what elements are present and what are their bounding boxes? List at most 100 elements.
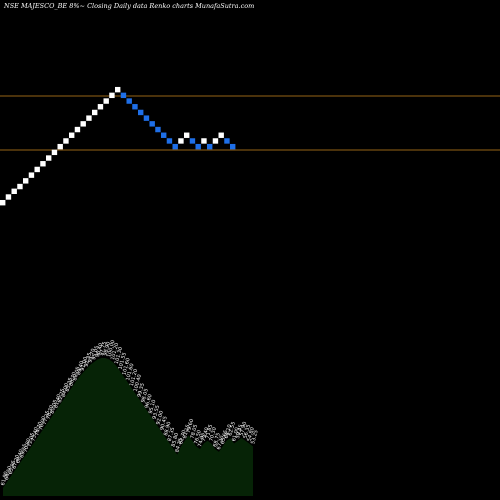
volume-label: 53.25 <box>250 429 260 444</box>
volume-label: 74.95 <box>197 432 207 447</box>
volume-label: 85.80 <box>171 432 181 447</box>
volume-label: 67.20 <box>11 454 21 469</box>
renko-brick <box>97 104 104 110</box>
volume-label: 92.35 <box>83 352 93 367</box>
volume-label: 95.05 <box>91 345 101 360</box>
volume-label: 65.95 <box>8 460 18 475</box>
volume-label: 93.55 <box>152 405 162 420</box>
renko-brick <box>51 149 58 156</box>
volume-label: 101.20 <box>110 342 120 360</box>
volume-label: 82.70 <box>178 429 188 444</box>
volume-label: 70.80 <box>23 438 33 453</box>
volume-label: 62.55 <box>227 421 237 436</box>
volume-label: 101.55 <box>118 352 128 370</box>
volume-label: 65.65 <box>220 429 230 444</box>
volume-label: 86.70 <box>68 371 78 386</box>
renko-brick <box>11 188 17 194</box>
volume-label: 81.40 <box>53 394 63 409</box>
volume-label: 101.60 <box>121 357 131 375</box>
renko-brick <box>161 132 167 138</box>
volume-label: 61.90 <box>0 471 10 486</box>
volume-label: 56.35 <box>243 424 253 439</box>
volume-label: 73.40 <box>30 427 40 442</box>
volume-label: 88.90 <box>163 421 173 436</box>
renko-brick <box>0 200 6 206</box>
renko-brick <box>120 92 127 99</box>
renko-brick <box>28 172 35 178</box>
volume-label: 64.10 <box>224 424 234 439</box>
renko-brick <box>224 138 230 144</box>
volume-label: 95.10 <box>148 399 158 414</box>
volume-label: 54.80 <box>246 427 256 442</box>
volume-label: 89.40 <box>76 360 86 375</box>
volume-label: 71.85 <box>205 424 215 439</box>
renko-brick <box>218 132 224 138</box>
renko-brick <box>69 132 75 138</box>
volume-label: 80.05 <box>49 399 59 414</box>
volume-label: 101.60 <box>125 363 135 381</box>
volume-label: 67.20 <box>216 435 226 450</box>
renko-brick <box>109 92 115 99</box>
renko-brick <box>230 143 236 150</box>
volume-label: 79.60 <box>186 418 196 433</box>
volume-label: 84.00 <box>61 383 71 398</box>
volume-label: 91.00 <box>80 356 90 371</box>
renko-brick <box>17 183 23 190</box>
renko-brick <box>201 138 207 144</box>
renko-brick <box>5 194 12 200</box>
volume-label: 78.70 <box>46 405 56 420</box>
renko-brick <box>184 132 190 138</box>
volume-label: 82.75 <box>57 388 67 403</box>
volume-label: 101.30 <box>114 346 124 364</box>
volume-label: 100.40 <box>133 374 143 392</box>
volume-label: 98.05 <box>140 388 150 403</box>
volume-label: 61.00 <box>231 427 241 442</box>
volume-label: 97.75 <box>99 341 109 356</box>
volume-label: 57.90 <box>239 421 249 436</box>
renko-brick <box>132 104 138 110</box>
volume-label: 69.55 <box>19 443 29 458</box>
renko-brick <box>63 138 69 144</box>
renko-brick <box>74 126 81 133</box>
volume-label: 74.70 <box>34 421 44 436</box>
volume-label: 72.05 <box>27 432 37 447</box>
renko-brick <box>149 121 155 127</box>
volume-label: 88.05 <box>72 366 82 381</box>
volume-label: 78.05 <box>190 424 200 439</box>
volume-label: 73.40 <box>201 427 211 442</box>
renko-brick <box>143 115 150 121</box>
volume-label: 100.00 <box>106 339 116 357</box>
renko-brick <box>86 115 92 121</box>
renko-brick <box>189 138 196 144</box>
volume-label: 87.35 <box>167 427 177 442</box>
renko-brick <box>155 126 161 133</box>
renko-brick <box>195 143 201 150</box>
volume-label: 101.20 <box>129 368 139 386</box>
volume-label: 68.75 <box>212 432 222 447</box>
renko-brick <box>92 109 98 116</box>
renko-brick <box>166 138 173 144</box>
renko-brick <box>115 86 121 93</box>
volume-label: 98.90 <box>102 341 112 356</box>
volume-label: 64.50 <box>4 465 14 480</box>
volume-label: 70.30 <box>208 427 218 442</box>
renko-brick <box>138 109 144 116</box>
volume-label: 96.60 <box>144 394 154 409</box>
volume-label: 84.25 <box>174 438 184 453</box>
volume-label: 96.40 <box>95 343 105 358</box>
renko-brick <box>40 161 46 167</box>
volume-label: 59.45 <box>235 424 245 439</box>
volume-area <box>3 358 253 496</box>
renko-brick <box>126 98 132 104</box>
volume-label: 93.70 <box>87 348 97 363</box>
renko-brick <box>23 178 29 184</box>
volume-label: 90.45 <box>159 416 169 431</box>
volume-label: 81.15 <box>182 424 192 439</box>
renko-brick <box>172 143 178 150</box>
renko-brick <box>57 143 63 150</box>
volume-label: 85.35 <box>65 377 75 392</box>
volume-label: 92.00 <box>155 410 165 425</box>
renko-brick <box>207 143 213 150</box>
